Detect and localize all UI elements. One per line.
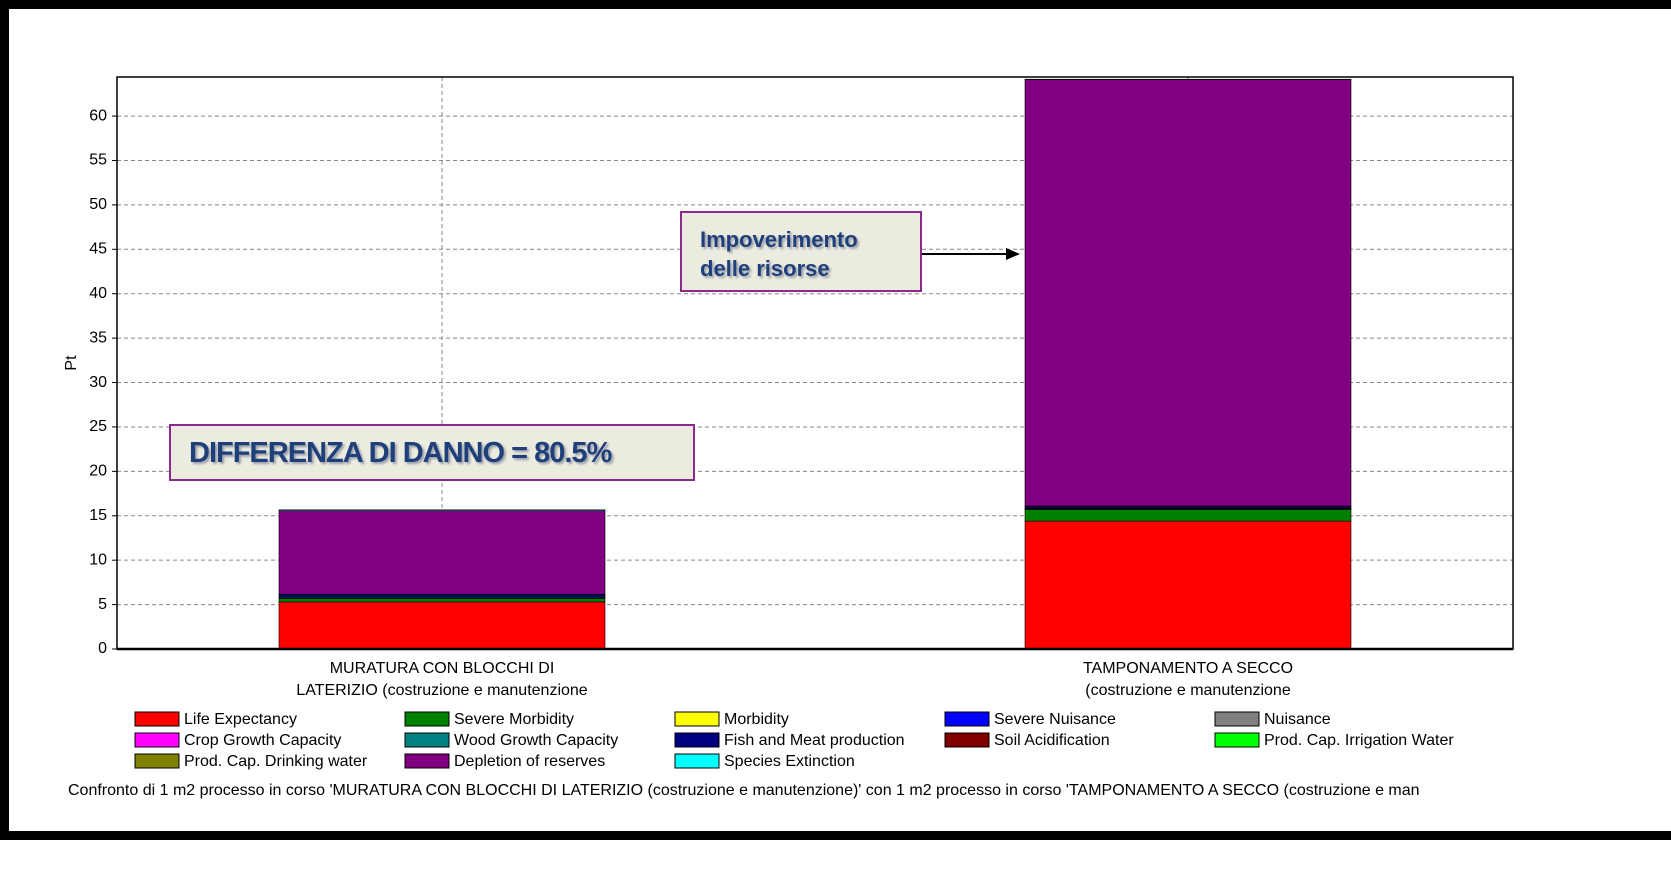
y-tick-label: 20 [89, 463, 107, 480]
legend-swatch [134, 732, 180, 748]
legend-swatch [1214, 711, 1260, 727]
annotation: DIFFERENZA DI DANNO = 80.5% [169, 424, 695, 481]
legend-label: Severe Nuisance [994, 711, 1116, 728]
y-tick-label: 50 [89, 196, 107, 213]
legend-label: Crop Growth Capacity [184, 732, 341, 749]
y-tick-label: 30 [89, 374, 107, 391]
bar-segment [1024, 79, 1352, 507]
x-tick-label: MURATURA CON BLOCCHI DI LATERIZIO (costr… [296, 660, 588, 699]
legend-swatch [404, 753, 450, 769]
y-tick-label: 45 [89, 241, 107, 258]
chart: Pt 0 5 10 15 20 25 30 35 40 45 50 55 60 Life Expectan… [63, 76, 1514, 770]
y-tick-label: 10 [89, 551, 107, 568]
legend-label: Species Extinction [724, 753, 855, 770]
legend-swatch [134, 753, 180, 769]
footer: Confronto di 1 m2 processo in corso 'MUR… [68, 782, 1420, 799]
legend-swatch [1214, 732, 1260, 748]
y-tick-label: 0 [98, 640, 107, 657]
legend-label: Soil Acidification [994, 732, 1110, 749]
legend-swatch [404, 711, 450, 727]
legend-label: Depletion of reserves [454, 753, 605, 770]
y-tick-label: 60 [89, 107, 107, 124]
y-tick-label: 25 [89, 418, 107, 435]
legend-label: Severe Morbidity [454, 711, 574, 728]
bar-segment [1024, 509, 1352, 522]
bar-segment [278, 509, 606, 512]
y-tick-label: 5 [98, 596, 107, 613]
legend-swatch [404, 732, 450, 748]
legend-label: Fish and Meat production [724, 732, 905, 749]
legend-label: Morbidity [724, 711, 789, 728]
arrow-head [1006, 248, 1020, 260]
bar-segment [278, 601, 606, 650]
legend-label: Prod. Cap. Drinking water [184, 753, 368, 770]
y-tick-label: 15 [89, 507, 107, 524]
legend-label: Prod. Cap. Irrigation Water [1264, 732, 1454, 749]
legend-swatch [674, 753, 720, 769]
x-tick-label: TAMPONAMENTO A SECCO (costruzione e manu… [1082, 660, 1294, 699]
y-tick-label: 35 [89, 329, 107, 346]
legend-swatch [134, 711, 180, 727]
legend-label: Life Expectancy [184, 711, 297, 728]
bar-segment [278, 598, 606, 603]
legend-swatch [944, 732, 990, 748]
legend-label: Nuisance [1264, 711, 1331, 728]
legend-swatch [674, 711, 720, 727]
y-tick-label: 55 [89, 152, 107, 169]
y-tick-label: 40 [89, 285, 107, 302]
annotation: Impoverimento delle risorse [680, 211, 922, 292]
legend-swatch [944, 711, 990, 727]
legend-swatch [674, 732, 720, 748]
bar-segment [278, 510, 606, 595]
legend-label: Wood Growth Capacity [454, 732, 618, 749]
y-axis-label: Pt [63, 355, 80, 371]
bar-segment [278, 594, 606, 598]
bar-segment [1024, 520, 1352, 650]
